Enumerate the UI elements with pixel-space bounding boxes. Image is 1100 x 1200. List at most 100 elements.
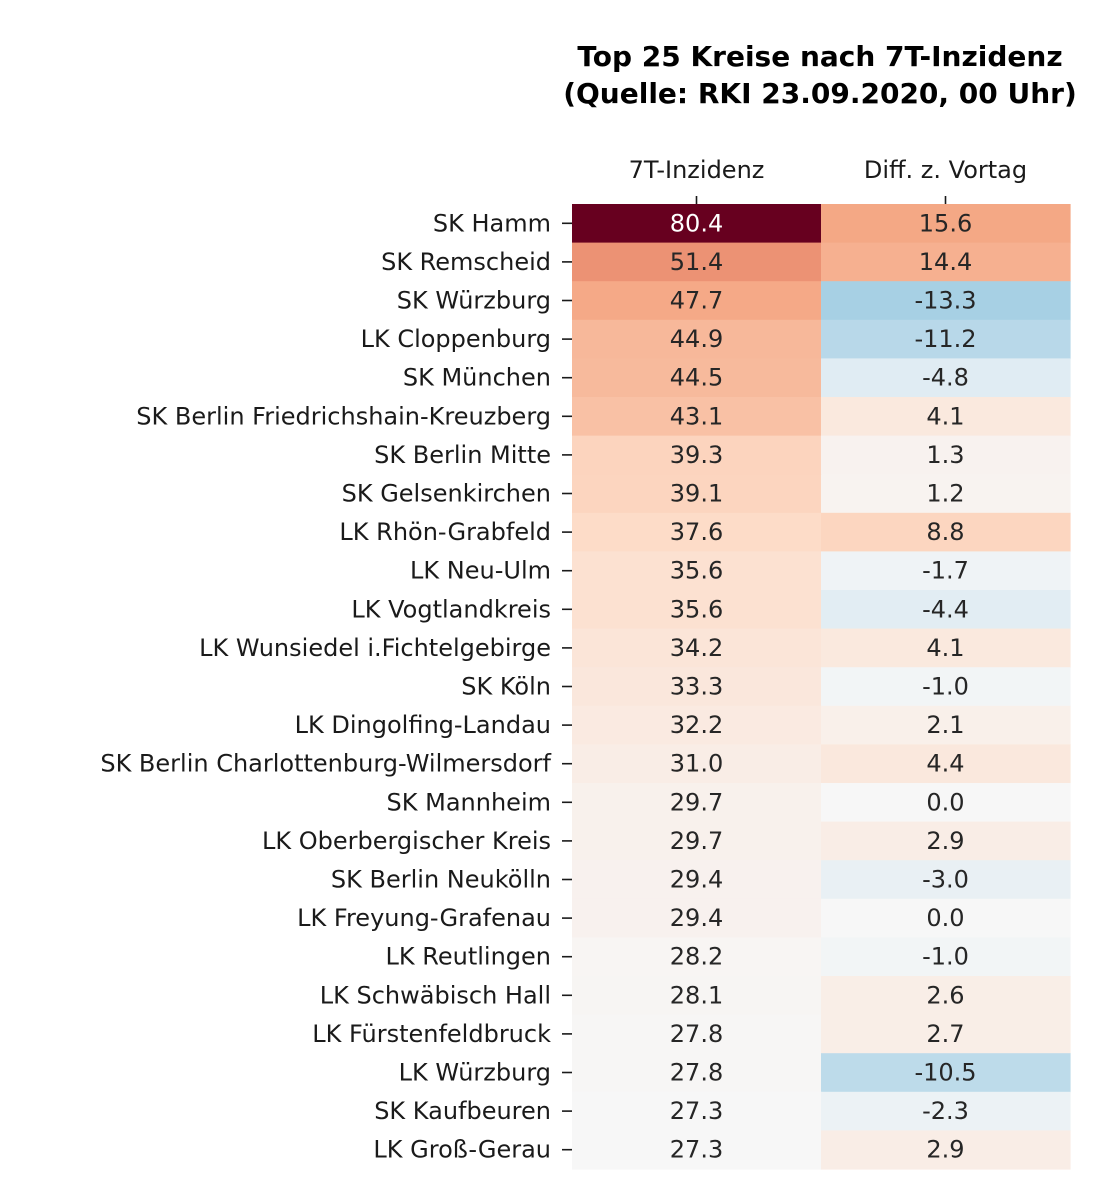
diff-value-label: -11.2 xyxy=(914,325,976,353)
diff-cell xyxy=(821,242,1071,282)
diff-value-label: 0.0 xyxy=(926,904,964,932)
row-label: SK Gelsenkirchen xyxy=(342,480,551,508)
incidence-value-label: 29.7 xyxy=(670,788,723,816)
incidence-cell xyxy=(572,551,822,591)
incidence-cell xyxy=(572,783,822,823)
diff-cell xyxy=(821,937,1071,977)
diff-value-label: 8.8 xyxy=(926,518,964,546)
incidence-cell xyxy=(572,281,822,321)
diff-cell xyxy=(821,397,1071,437)
incidence-cell xyxy=(572,358,822,398)
diff-cell xyxy=(821,551,1071,591)
diff-cell xyxy=(821,474,1071,514)
incidence-value-label: 33.3 xyxy=(670,673,723,701)
diff-value-label: 15.6 xyxy=(919,209,972,237)
row-label: SK Köln xyxy=(461,673,551,701)
incidence-cell xyxy=(572,319,822,359)
diff-cell xyxy=(821,1130,1071,1170)
incidence-value-label: 43.1 xyxy=(670,402,723,430)
incidence-cell xyxy=(572,590,822,630)
row-label: LK Würzburg xyxy=(399,1059,551,1087)
diff-cell xyxy=(821,358,1071,398)
row-label: SK Berlin Charlottenburg-Wilmersdorf xyxy=(100,750,551,778)
incidence-value-label: 32.2 xyxy=(670,711,723,739)
incidence-value-label: 27.8 xyxy=(670,1020,723,1048)
row-label: LK Oberbergischer Kreis xyxy=(262,827,551,855)
incidence-cell xyxy=(572,628,822,668)
incidence-value-label: 29.4 xyxy=(670,904,723,932)
row-label: SK Berlin Mitte xyxy=(374,441,551,469)
row-label: LK Groß-Gerau xyxy=(373,1136,551,1164)
incidence-value-label: 27.3 xyxy=(670,1097,723,1125)
diff-cell xyxy=(821,281,1071,321)
diff-value-label: -1.0 xyxy=(922,943,969,971)
incidence-cell xyxy=(572,397,822,437)
incidence-cell xyxy=(572,821,822,861)
diff-cell xyxy=(821,319,1071,359)
incidence-value-label: 39.3 xyxy=(670,441,723,469)
row-label: LK Wunsiedel i.Fichtelgebirge xyxy=(199,634,551,662)
diff-value-label: 2.7 xyxy=(926,1020,964,1048)
incidence-cell xyxy=(572,1091,822,1131)
diff-cell xyxy=(821,628,1071,668)
chart-title-line1: Top 25 Kreise nach 7T-Inzidenz xyxy=(577,40,1062,73)
incidence-value-label: 29.7 xyxy=(670,827,723,855)
diff-cell xyxy=(821,1091,1071,1131)
row-label: LK Cloppenburg xyxy=(361,325,551,353)
incidence-value-label: 37.6 xyxy=(670,518,723,546)
diff-value-label: -10.5 xyxy=(914,1059,976,1087)
diff-value-label: 14.4 xyxy=(919,248,972,276)
diff-value-label: -4.8 xyxy=(922,364,969,392)
diff-cell xyxy=(821,705,1071,745)
diff-cell xyxy=(821,976,1071,1016)
incidence-value-label: 80.4 xyxy=(670,209,723,237)
diff-cell xyxy=(821,1053,1071,1093)
incidence-cell xyxy=(572,898,822,938)
incidence-cell xyxy=(572,242,822,282)
diff-cell xyxy=(821,860,1071,900)
row-label: LK Freyung-Grafenau xyxy=(297,904,551,932)
incidence-value-label: 35.6 xyxy=(670,595,723,623)
row-label: LK Reutlingen xyxy=(386,943,551,971)
diff-cell xyxy=(821,898,1071,938)
incidence-value-label: 27.3 xyxy=(670,1136,723,1164)
diff-cell xyxy=(821,744,1071,784)
diff-cell xyxy=(821,821,1071,861)
incidence-value-label: 28.1 xyxy=(670,981,723,1009)
row-labels: SK Hamm SK Remscheid SK Würzburg LK Cloppen… xyxy=(100,209,572,1164)
incidence-cell xyxy=(572,474,822,514)
row-label: SK Würzburg xyxy=(397,287,551,315)
heatmap-cells: 80.4 15.6 51.4 14.4 47.7 -13.3 44.9 -11.2 44.5 -4… xyxy=(572,204,1071,1170)
incidence-cell xyxy=(572,937,822,977)
row-label: LK Schwäbisch Hall xyxy=(320,981,551,1009)
row-label: LK Dingolfing-Landau xyxy=(295,711,551,739)
row-label: LK Rhön-Grabfeld xyxy=(339,518,551,546)
diff-value-label: 2.9 xyxy=(926,827,964,855)
diff-cell xyxy=(821,204,1071,244)
row-label: SK Kaufbeuren xyxy=(374,1097,551,1125)
incidence-cell xyxy=(572,860,822,900)
incidence-cell xyxy=(572,744,822,784)
diff-cell xyxy=(821,1014,1071,1054)
diff-value-label: 0.0 xyxy=(926,788,964,816)
diff-cell xyxy=(821,667,1071,707)
incidence-value-label: 35.6 xyxy=(670,557,723,585)
diff-value-label: 2.1 xyxy=(926,711,964,739)
diff-value-label: 1.3 xyxy=(926,441,964,469)
incidence-value-label: 44.9 xyxy=(670,325,723,353)
diff-value-label: 2.9 xyxy=(926,1136,964,1164)
incidence-value-label: 27.8 xyxy=(670,1059,723,1087)
incidence-cell xyxy=(572,1053,822,1093)
column-label: 7T-Inzidenz xyxy=(629,156,765,184)
diff-cell xyxy=(821,435,1071,475)
diff-value-label: -1.7 xyxy=(922,557,969,585)
diff-value-label: -1.0 xyxy=(922,673,969,701)
incidence-value-label: 44.5 xyxy=(670,364,723,392)
incidence-cell xyxy=(572,667,822,707)
incidence-value-label: 39.1 xyxy=(670,480,723,508)
incidence-value-label: 34.2 xyxy=(670,634,723,662)
diff-cell xyxy=(821,590,1071,630)
diff-value-label: -13.3 xyxy=(914,287,976,315)
incidence-value-label: 29.4 xyxy=(670,866,723,894)
